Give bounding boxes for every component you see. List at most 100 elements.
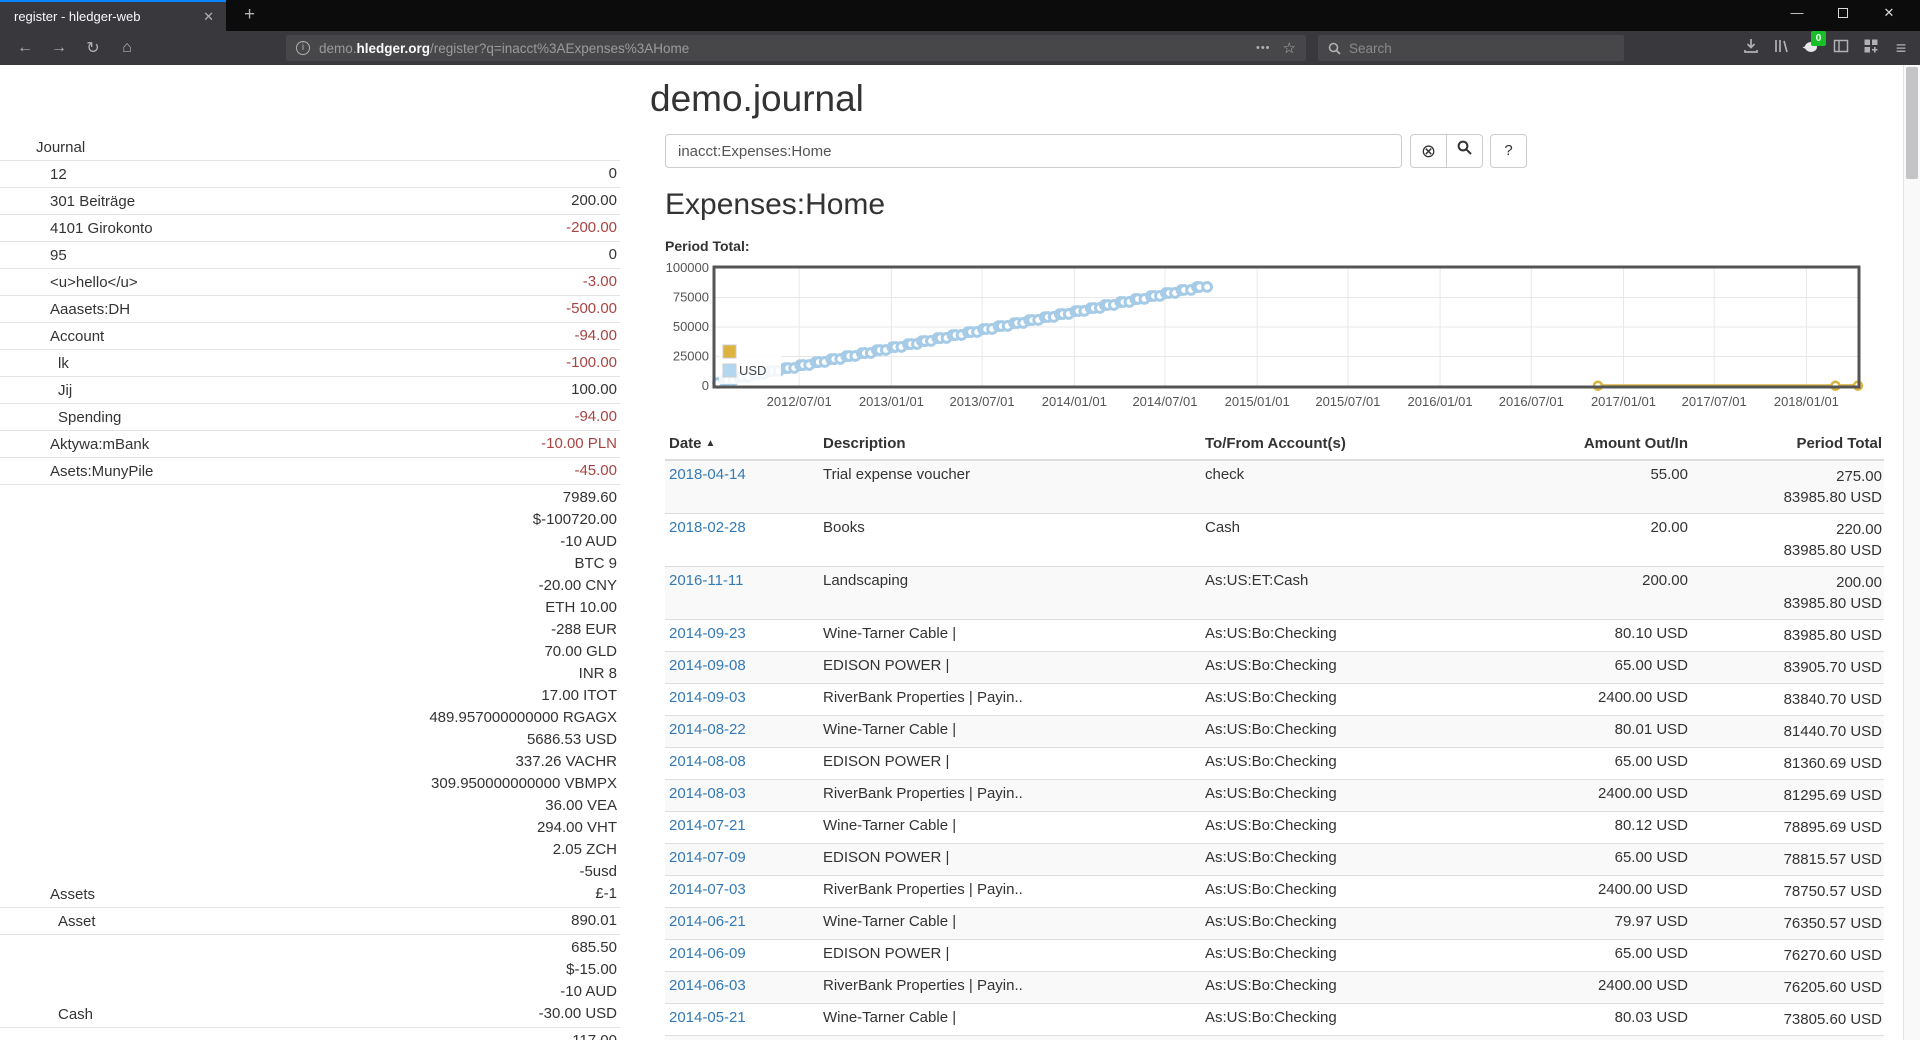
transaction-date-link[interactable]: 2014-06-03	[669, 977, 746, 994]
library-icon[interactable]	[1766, 38, 1796, 59]
sidebar-account-row[interactable]: Asets:MunyPile -45.00	[0, 457, 620, 484]
sidebar-account-row[interactable]: 301 Beiträge 200.00	[0, 187, 620, 214]
transaction-date-link[interactable]: 2014-07-03	[669, 881, 746, 898]
sidebar-account-row[interactable]: Asset 890.01	[0, 907, 620, 934]
transaction-date-link[interactable]: 2014-07-21	[669, 817, 746, 834]
restore-button[interactable]	[1820, 0, 1866, 28]
account-balance: -100.00	[566, 352, 620, 374]
account-balance: -94.00	[574, 325, 620, 347]
help-button[interactable]: ?	[1490, 134, 1527, 168]
sidebar-account-row[interactable]: <u>hello</u> -3.00	[0, 268, 620, 295]
transaction-account: As:US:Bo:Checking	[1205, 619, 1550, 652]
forward-button[interactable]: →	[51, 39, 67, 56]
menu-icon[interactable]: ≡	[1895, 37, 1907, 58]
account-name[interactable]: Asets:MunyPile	[50, 463, 154, 480]
transaction-date-link[interactable]: 2014-09-03	[669, 689, 746, 706]
restore-icon	[1838, 8, 1848, 18]
account-name[interactable]: Spending	[58, 409, 122, 426]
close-button[interactable]: ✕	[1883, 5, 1895, 20]
transaction-date-link[interactable]: 2014-09-08	[669, 657, 746, 674]
transaction-row: 2014-06-21 Wine-Tarner Cable | As:US:Bo:Ch…	[665, 907, 1884, 940]
search-button[interactable]	[1446, 134, 1483, 168]
transaction-date-link[interactable]: 2014-06-21	[669, 913, 746, 930]
transaction-date-link[interactable]: 2014-07-09	[669, 849, 746, 866]
transaction-row: 2014-09-03 RiverBank Properties | Payin..…	[665, 683, 1884, 716]
transaction-date-link[interactable]: 2014-05-21	[669, 1009, 746, 1026]
balance-amount: 100.00	[571, 381, 617, 398]
account-name[interactable]: Aktywa:mBank	[50, 436, 150, 453]
extensions-grid-icon[interactable]	[1856, 38, 1886, 59]
sidebar-account-row[interactable]: 4101 Girokonto -200.00	[0, 214, 620, 241]
transaction-date-link[interactable]: 2014-08-08	[669, 753, 746, 770]
column-header: Amount Out/In	[1550, 428, 1690, 461]
account-name[interactable]: 95	[50, 247, 67, 264]
sidebar-account-row[interactable]: Assets 7989.60 $-100720.00 -10 AUD BTC 9 -20.…	[0, 484, 620, 907]
tab-title: register - hledger-web	[14, 9, 141, 24]
sidebar-account-row[interactable]: 95 0	[0, 241, 620, 268]
vertical-scrollbar[interactable]	[1903, 65, 1920, 1040]
account-name[interactable]: Asset	[58, 913, 96, 930]
account-name[interactable]: Jij	[58, 382, 73, 399]
account-balance: -94.00	[574, 406, 620, 428]
column-header[interactable]: Date ▲	[665, 428, 823, 461]
query-input[interactable]	[665, 134, 1402, 168]
account-sidebar: Journal 12 0 301 Beiträge 200.00 4101 Girokon…	[0, 135, 620, 1040]
account-name[interactable]: lk	[58, 355, 69, 372]
account-name[interactable]: 4101 Girokonto	[50, 220, 153, 237]
back-button[interactable]: ←	[17, 39, 33, 56]
bookmark-star-icon[interactable]: ☆	[1282, 40, 1296, 57]
sidebar-account-row[interactable]: Spending -94.00	[0, 403, 620, 430]
minimize-button[interactable]: —	[1790, 5, 1804, 20]
amount-out-in: 2400.00 USD	[1550, 971, 1690, 1004]
site-info-icon[interactable]: i	[296, 41, 310, 55]
url-bar[interactable]: i demo.hledger.org/register?q=inacct%3AE…	[286, 35, 1306, 61]
transaction-date-link[interactable]: 2018-04-14	[669, 466, 746, 483]
sidebar-account-row[interactable]: lk -100.00	[0, 349, 620, 376]
sidebar-account-row[interactable]: 12 0	[0, 160, 620, 187]
balance-amount: 0	[608, 165, 617, 182]
page-actions-icon[interactable]: •••	[1255, 42, 1271, 54]
extension-icon[interactable]: 0	[1796, 30, 1826, 59]
account-name[interactable]: Assets	[50, 886, 96, 903]
reload-button[interactable]: ↻	[86, 40, 100, 57]
sidebar-account-row[interactable]: Aaasets:DH -500.00	[0, 295, 620, 322]
clear-query-button[interactable]: ⊗	[1410, 134, 1447, 168]
period-total: 76205.60 USD	[1690, 971, 1884, 1004]
browser-search-input[interactable]: Search	[1318, 35, 1624, 61]
sidebar-account-row[interactable]: Cash 685.50 $-15.00 -10 AUD -30.00 USD	[0, 934, 620, 1027]
account-name[interactable]: <u>hello</u>	[50, 274, 138, 291]
sidebar-account-row[interactable]: -117.00	[0, 1027, 620, 1040]
account-balance: 890.01	[571, 910, 620, 932]
home-button[interactable]: ⌂	[122, 39, 132, 56]
transaction-date-link[interactable]: 2016-11-11	[669, 572, 744, 589]
account-name[interactable]: 301 Beiträge	[50, 193, 136, 210]
transaction-date-link[interactable]: 2014-06-09	[669, 945, 746, 962]
sidebar-account-row[interactable]: Jij 100.00	[0, 376, 620, 403]
transaction-date-link[interactable]: 2014-09-23	[669, 625, 746, 642]
account-name[interactable]: Cash	[58, 1006, 94, 1023]
period-total-chart[interactable]: USD 0 25000 50000 75000 100000 2012/07/01 2013/…	[665, 258, 1897, 410]
balance-amount: 685.50	[571, 939, 617, 956]
transaction-date-link[interactable]: 2014-08-22	[669, 721, 746, 738]
transaction-account: As:US:Bo:Checking	[1205, 1035, 1550, 1040]
sidebar-journal-link[interactable]: Journal	[0, 135, 620, 160]
account-name[interactable]: Aaasets:DH	[50, 301, 131, 318]
search-form: ⊗ ?	[665, 134, 1895, 168]
browser-tab[interactable]: register - hledger-web ✕	[0, 0, 226, 31]
download-icon[interactable]	[1736, 38, 1766, 59]
scrollbar-thumb[interactable]	[1906, 67, 1918, 179]
account-name[interactable]: 12	[50, 166, 67, 183]
sidebars-icon[interactable]	[1826, 38, 1856, 59]
sidebar-account-row[interactable]: Aktywa:mBank -10.00 PLN	[0, 430, 620, 457]
tab-close-icon[interactable]: ✕	[203, 8, 214, 24]
transaction-date-link[interactable]: 2018-02-28	[669, 519, 746, 536]
account-name[interactable]: Account	[50, 328, 105, 345]
transaction-date-link[interactable]: 2014-08-03	[669, 785, 746, 802]
sidebar-account-row[interactable]: Account -94.00	[0, 322, 620, 349]
new-tab-button[interactable]: +	[244, 4, 256, 25]
account-balance: -200.00	[566, 217, 620, 239]
balance-amount: 200.00	[571, 192, 617, 209]
account-name[interactable]: Journal	[36, 139, 86, 156]
transaction-account: Cash	[1205, 513, 1550, 567]
